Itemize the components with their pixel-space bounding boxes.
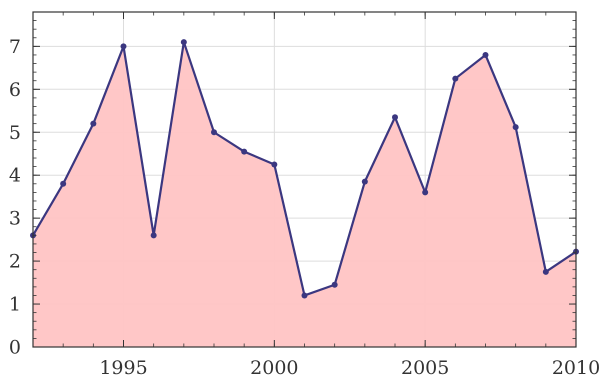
- x-tick-label: 2010: [552, 357, 600, 379]
- data-point: [271, 161, 278, 168]
- y-tick-label: 4: [9, 165, 21, 187]
- x-tick-label: 2005: [401, 357, 449, 379]
- frame-layer: [32, 11, 577, 348]
- y-tick-label: 3: [9, 208, 21, 230]
- data-point: [512, 124, 519, 131]
- data-point: [361, 178, 368, 185]
- data-point: [241, 148, 248, 155]
- data-point: [211, 129, 217, 136]
- data-point: [301, 292, 308, 299]
- y-tick-label: 0: [9, 337, 21, 359]
- area-layer: [33, 42, 576, 348]
- data-point: [180, 39, 187, 46]
- x-tick-label: 1995: [99, 357, 147, 379]
- data-point: [422, 189, 429, 196]
- data-point: [452, 75, 459, 82]
- y-tick-label: 7: [9, 36, 21, 58]
- data-point: [482, 51, 489, 58]
- data-point: [542, 268, 549, 275]
- area-fill: [33, 42, 576, 348]
- x-tick-label: 2000: [250, 357, 298, 379]
- data-point: [120, 43, 127, 50]
- y-tick-label: 6: [9, 79, 21, 101]
- label-layer: 1995 2000 2005 2010 0 1 2 3 4 5 6 7: [9, 36, 600, 379]
- data-point: [90, 120, 97, 127]
- marker-layer: [30, 39, 579, 299]
- data-point: [60, 180, 67, 187]
- y-tick-label: 5: [9, 122, 21, 144]
- data-point: [392, 114, 398, 121]
- y-tick-label: 1: [9, 294, 21, 316]
- data-point: [150, 232, 157, 239]
- data-point: [331, 281, 338, 288]
- y-tick-label: 2: [9, 251, 21, 273]
